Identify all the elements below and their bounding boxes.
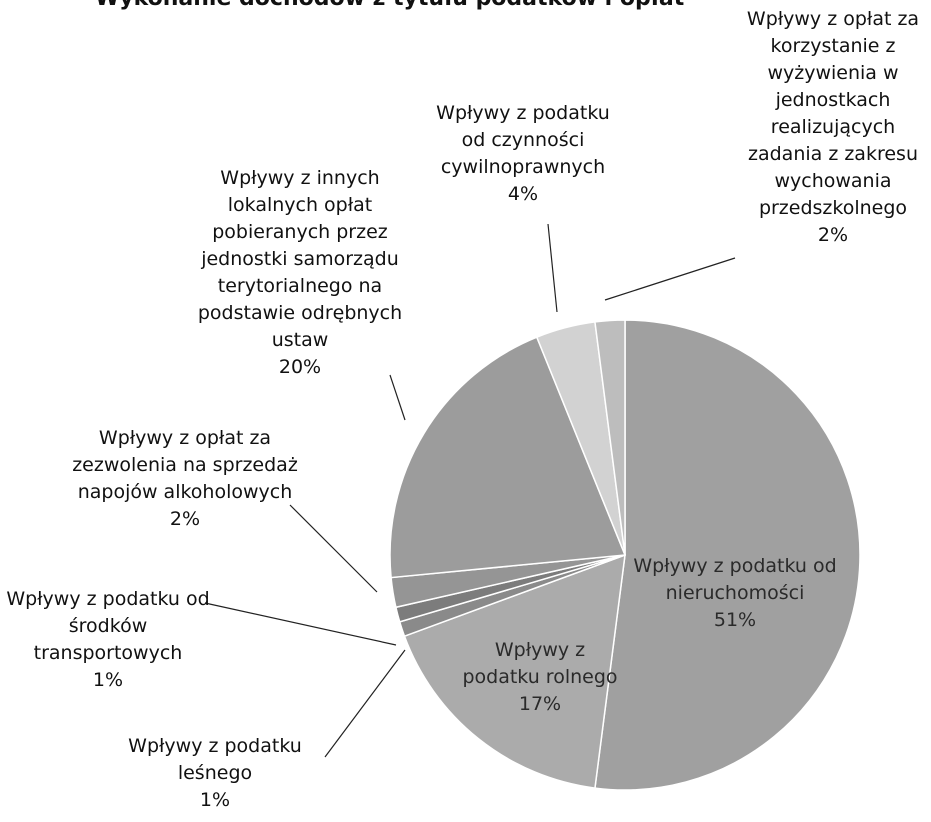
pie-slice <box>594 319 861 791</box>
pie-slice <box>389 336 627 579</box>
category-name: Wpływy z innych lokalnych opłat pobieran… <box>197 167 403 351</box>
value-label: 2% <box>817 224 849 246</box>
category-name: Wpływy z podatku rolnego <box>462 639 618 688</box>
leader-line <box>547 223 558 313</box>
category-name: Wpływy z opłat za zezwolenia na sprzedaż… <box>72 427 298 503</box>
slice-label: Wpływy z innych lokalnych opłat pobieran… <box>175 165 425 381</box>
value-label: 1% <box>199 789 231 811</box>
category-name: Wpływy z podatku od nieruchomości <box>633 555 837 604</box>
value-label: 1% <box>92 669 124 691</box>
value-label: 51% <box>713 609 757 631</box>
slice-label: Wpływy z podatku od nieruchomości 51% <box>630 553 840 634</box>
value-label: 17% <box>518 693 562 715</box>
value-label: 20% <box>278 356 322 378</box>
leader-line <box>204 602 397 646</box>
category-name: Wpływy z podatku od czynności cywilnopra… <box>436 102 610 178</box>
slice-label: Wpływy z podatku leśnego 1% <box>100 733 330 814</box>
leader-line <box>604 257 736 301</box>
value-label: 2% <box>169 508 201 530</box>
category-name: Wpływy z opłat za korzystanie z wyżywien… <box>746 8 920 219</box>
category-name: Wpływy z podatku od środków transportowy… <box>6 588 210 664</box>
pie-slice <box>403 553 626 789</box>
value-label: 4% <box>507 183 539 205</box>
leader-line <box>324 649 406 758</box>
slice-label: Wpływy z opłat za korzystanie z wyżywien… <box>733 6 931 249</box>
leader-line <box>289 504 378 593</box>
slice-label: Wpływy z opłat za zezwolenia na sprzedaż… <box>68 425 303 533</box>
slice-label: Wpływy z podatku od czynności cywilnopra… <box>423 100 623 208</box>
pie-slice <box>594 319 626 556</box>
chart-title: Wykonanie dochodów z tytułu podatków i o… <box>95 0 684 11</box>
category-name: Wpływy z podatku leśnego <box>128 735 302 784</box>
slice-label: Wpływy z podatku rolnego 17% <box>455 637 625 718</box>
slice-label: Wpływy z podatku od środków transportowy… <box>1 586 216 694</box>
leader-line <box>389 374 406 421</box>
